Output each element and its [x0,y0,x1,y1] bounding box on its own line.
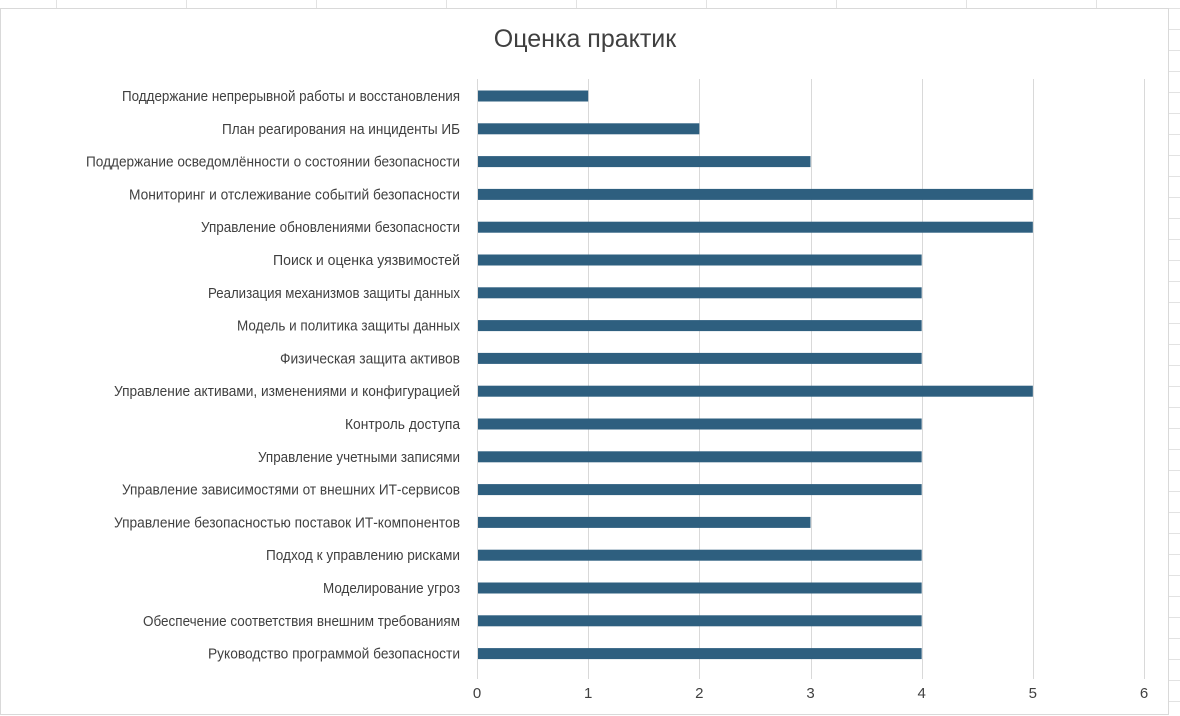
bars [478,90,1033,660]
category-label: Поиск и оценка уязвимостей [273,252,460,269]
bar [478,320,922,332]
category-label: Управление безопасностью поставок ИТ-ком… [114,514,460,531]
bar [478,287,922,299]
bar [478,582,922,594]
category-label: Управление зависимостями от внешних ИТ-с… [122,482,460,499]
category-label: Реализация механизмов защиты данных [208,285,460,302]
value-axis-labels: 0 1 2 3 4 5 6 [473,685,1148,702]
bar [478,549,922,561]
bar [478,385,1033,397]
category-label: Поддержание осведомлённости о состоянии … [86,154,460,171]
category-label: Контроль доступа [345,416,461,433]
bar [478,648,922,660]
bar-chart: Оценка практик Поддержание непрерывной р… [86,25,1148,702]
category-axis-labels: Поддержание непрерывной работы и восстан… [86,88,461,663]
category-label: Обеспечение соответствия внешним требова… [143,613,460,630]
bar [478,615,922,627]
x-tick-label: 2 [695,685,703,702]
x-tick-label: 6 [1140,685,1148,702]
bar [478,254,922,266]
chart-title: Оценка практик [494,25,678,53]
x-tick-label: 1 [584,685,592,702]
gridlines [477,79,1145,679]
bar [478,156,811,168]
chart-area[interactable]: Оценка практик Поддержание непрерывной р… [0,8,1169,715]
category-label: Подход к управлению рисками [266,547,460,564]
x-tick-label: 4 [917,685,925,702]
bar [478,221,1033,233]
category-label: Руководство программой безопасности [208,646,460,663]
bar [478,90,589,102]
category-label: Модель и политика защиты данных [237,318,460,335]
x-tick-label: 0 [473,685,481,702]
bar [478,352,922,364]
bar [478,451,922,463]
category-label: План реагирования на инциденты ИБ [222,121,460,138]
bar [478,516,811,528]
x-tick-label: 5 [1029,685,1037,702]
bar [478,188,1033,200]
category-label: Поддержание непрерывной работы и восстан… [122,88,460,105]
bar [478,123,700,135]
category-label: Управление активами, изменениями и конфи… [114,383,460,400]
category-label: Мониторинг и отслеживание событий безопа… [129,186,460,203]
x-tick-label: 3 [806,685,814,702]
bar [478,484,922,496]
category-label: Управление обновлениями безопасности [201,219,460,236]
category-label: Управление учетными записями [258,449,460,466]
category-label: Моделирование угроз [323,580,460,597]
bar [478,418,922,430]
category-label: Физическая защита активов [280,350,460,367]
